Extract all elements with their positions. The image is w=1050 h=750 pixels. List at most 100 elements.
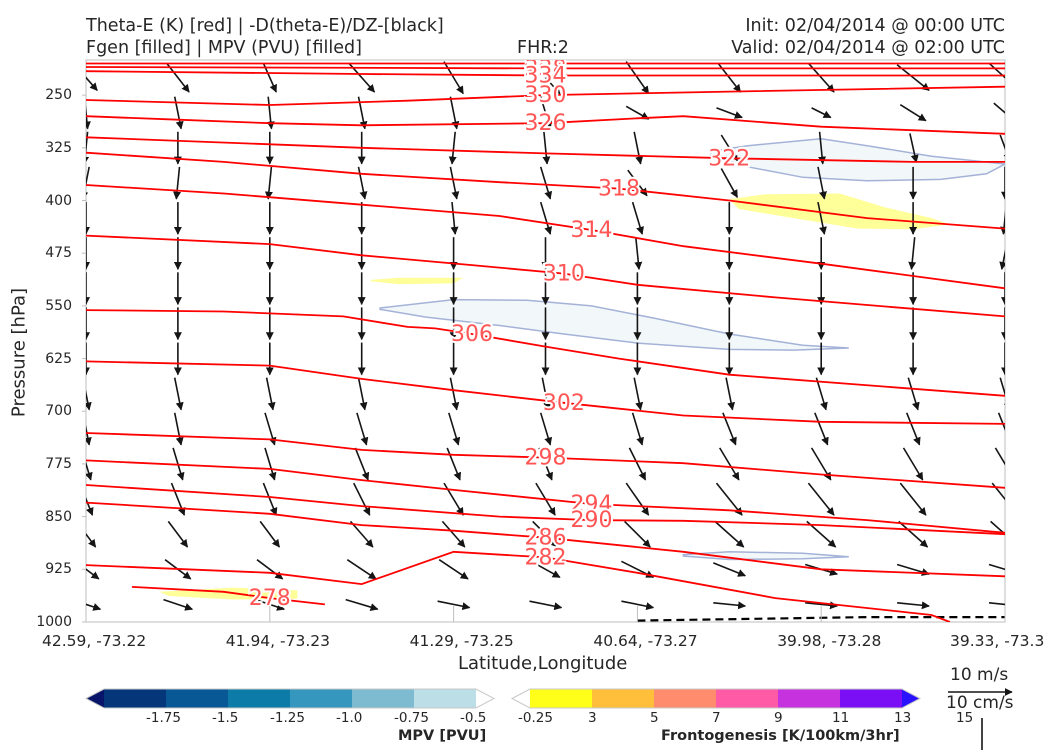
- theta-e-label-282: 282: [525, 545, 567, 570]
- mpv-colorbar-swatch: [290, 689, 352, 708]
- fgen-colorbar-swatch: [512, 689, 530, 708]
- wind-vector: [438, 559, 469, 580]
- mpv-colorbar-label: MPV [PVU]: [398, 728, 487, 744]
- mpv-colorbar-swatch: [104, 689, 166, 708]
- fgen-colorbar: [510, 688, 922, 709]
- x-tick-label: 41.94, -73.23: [225, 632, 330, 650]
- wind-vector: [345, 598, 379, 611]
- mpv-colorbar-swatch: [352, 689, 414, 708]
- fgen-colorbar-tick: 5: [650, 710, 659, 726]
- wind-vector: [725, 377, 736, 411]
- wind-vector: [262, 482, 278, 516]
- wind-vector: [815, 377, 828, 411]
- theta-e-contour-338: [86, 66, 1005, 70]
- theta-e-label-294: 294: [571, 492, 613, 517]
- mpv-colorbar-outline: [84, 688, 496, 709]
- theta-e-contour-314: [86, 184, 1005, 290]
- theta-e-contour-306: [86, 309, 1005, 397]
- fgen-colorbar-tick: 9: [774, 710, 783, 726]
- theta-e-contour-278: [131, 586, 326, 606]
- wind-vector: [720, 134, 738, 162]
- fgen-colorbar-swatch: [592, 689, 654, 708]
- mpv-colorbar-tick: -1.5: [212, 710, 239, 726]
- mpv-colorbar-swatch: [166, 689, 228, 708]
- wind-vector: [357, 377, 368, 411]
- y-tick-label: 775: [45, 455, 72, 472]
- mpv-colorbar-swatch: [228, 689, 290, 708]
- forecast-hour: FHR:2: [517, 38, 569, 58]
- valid-time: Valid: 02/04/2014 @ 02:00 UTC: [731, 38, 1005, 58]
- theta-e-label-314: 314: [571, 218, 613, 243]
- wind-vector: [167, 520, 189, 548]
- wind-vector: [448, 131, 457, 165]
- wind-vector: [807, 482, 835, 516]
- wind-vector: [86, 424, 92, 446]
- wind-vector: [988, 563, 1005, 571]
- wind-vector: [993, 102, 1005, 114]
- y-axis-label: Pressure [hPa]: [8, 287, 30, 418]
- wind-vector: [356, 412, 369, 446]
- wind-vector: [264, 447, 277, 481]
- theta-e-contour-334: [86, 70, 1005, 77]
- mpv-colorbar-tick: -1.25: [270, 710, 305, 726]
- wind-vector: [715, 482, 743, 516]
- y-tick-label: 325: [45, 139, 72, 156]
- wind-vector: [539, 166, 553, 200]
- wind-vector: [716, 107, 743, 119]
- wind-vector: [530, 61, 561, 95]
- fgen-colorbar-label: Frontogenesis [K/100km/3hr]: [661, 728, 900, 744]
- wind-vector: [539, 201, 553, 235]
- wind-vector: [905, 412, 921, 446]
- theta-e-label-322: 322: [708, 146, 750, 171]
- theta-e-contour-330: [86, 85, 1005, 106]
- wind-vector: [542, 131, 551, 165]
- wind-vector: [999, 134, 1005, 162]
- wind-vector: [86, 104, 91, 130]
- wind-vector: [173, 166, 181, 200]
- x-tick-label: 40.64, -73.27: [593, 632, 698, 650]
- y-tick-label: 700: [45, 403, 72, 420]
- wind-vector: [908, 237, 917, 270]
- mpv-colorbar-tick: -0.25: [518, 710, 553, 726]
- reference-vector-label-vertical: 10 cm/s: [946, 693, 1014, 713]
- wind-vector: [633, 131, 644, 165]
- x-tick-label: 42.59, -73.22: [42, 632, 147, 650]
- y-tick-label: 925: [45, 561, 72, 578]
- wind-vector: [990, 520, 1005, 536]
- theta-e-label-330: 330: [525, 83, 567, 108]
- wind-vector: [899, 482, 927, 516]
- y-tick-label: 250: [45, 87, 72, 104]
- wind-vector: [625, 482, 650, 516]
- wind-vector: [898, 520, 929, 548]
- y-tick-label: 1000: [36, 614, 72, 630]
- fgen-colorbar-tick: 15: [956, 710, 974, 726]
- x-axis-label: Latitude,Longitude: [458, 653, 628, 674]
- wind-vector: [714, 520, 745, 548]
- title-line-1: Theta-E (K) [red] | -D(theta-E)/DZ-[blac…: [86, 16, 444, 36]
- wind-vector: [899, 104, 927, 122]
- wind-vector: [897, 601, 930, 610]
- fgen-colorbar-swatch: [654, 689, 716, 708]
- fgen-colorbar-swatch: [902, 689, 920, 708]
- theta-e-contour-294: [86, 459, 1005, 534]
- wind-vector: [902, 447, 924, 481]
- wind-vector: [448, 412, 461, 446]
- mpv-colorbar-swatch: [414, 689, 476, 708]
- fgen-colorbar-tick: 7: [712, 710, 721, 726]
- wind-vector: [817, 201, 827, 235]
- fgen-colorbar-tick: 11: [832, 710, 850, 726]
- fgen-colorbar-swatch: [778, 689, 840, 708]
- theta-e-contour-322: [86, 136, 1005, 163]
- theta-e-label-302: 302: [543, 391, 585, 416]
- wind-vector: [173, 377, 184, 411]
- wind-vector: [634, 237, 643, 270]
- mpv-filled-area: [710, 137, 1005, 182]
- wind-vector: [541, 377, 552, 411]
- fgen-colorbar-tick: 3: [588, 710, 597, 726]
- wind-vector: [357, 166, 368, 200]
- wind-vector: [532, 520, 559, 548]
- wind-vector: [817, 166, 827, 200]
- theta-e-label-310: 310: [543, 262, 585, 287]
- plot-layers: 3423383343303263223183143103063022982942…: [86, 52, 1005, 622]
- theta-e-label-342: 342: [525, 52, 567, 77]
